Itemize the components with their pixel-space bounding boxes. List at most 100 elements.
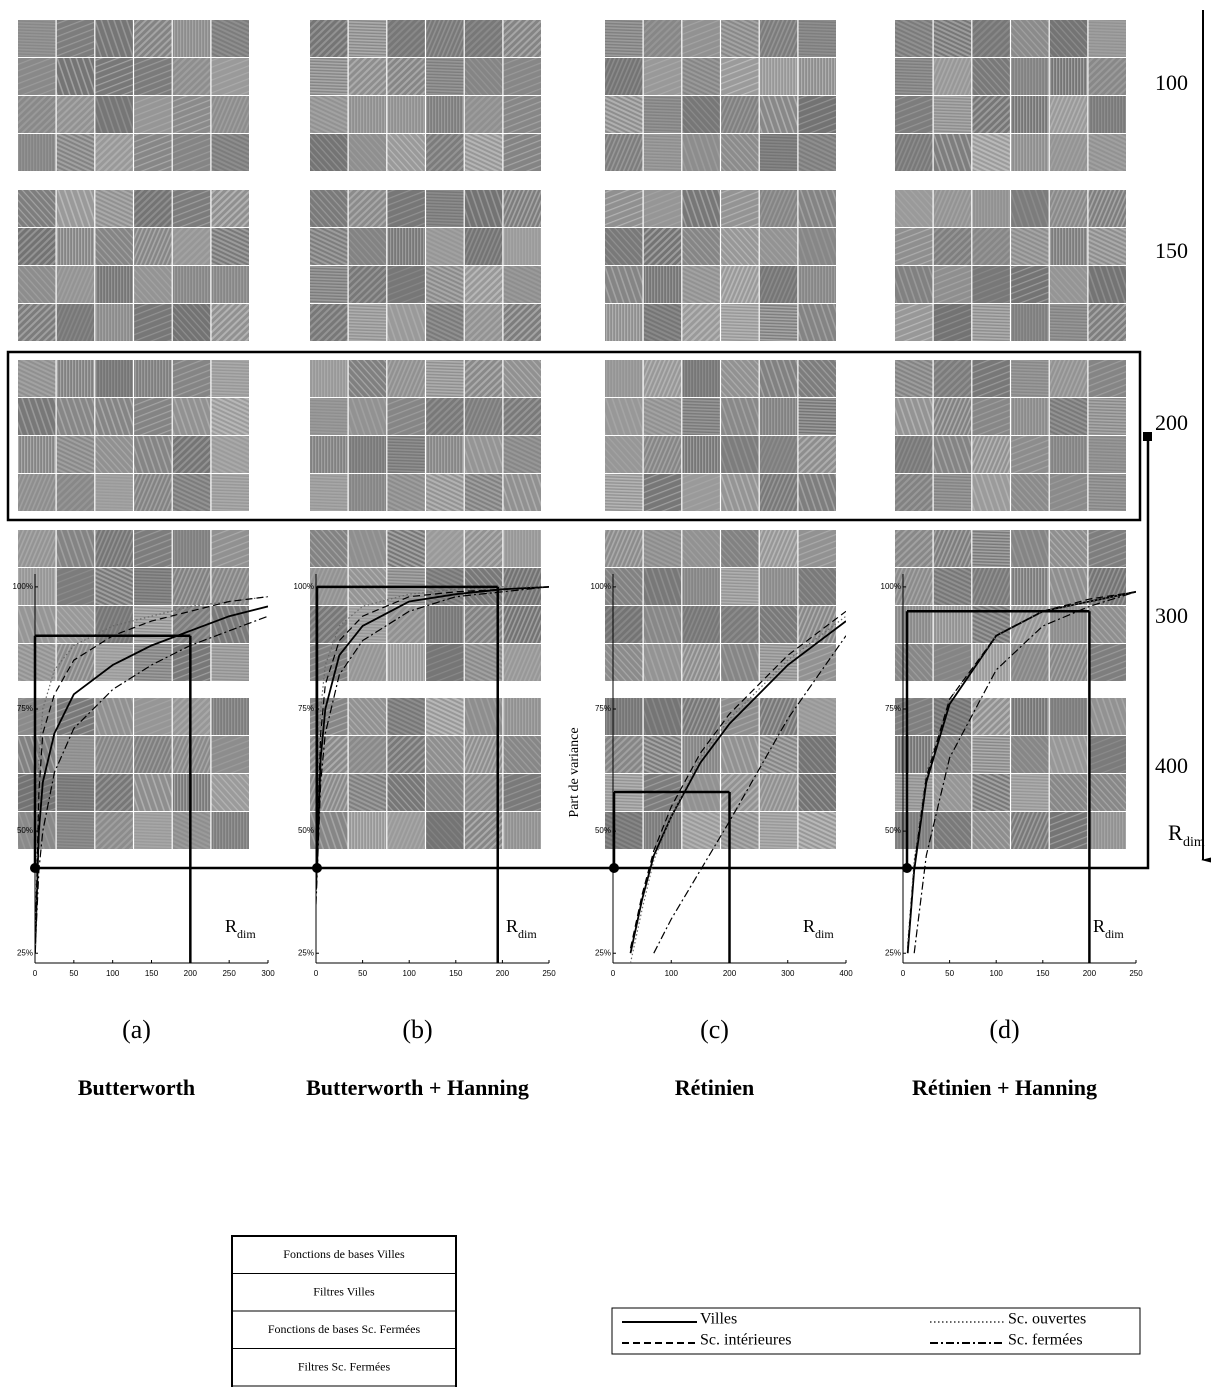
tile-texture bbox=[972, 96, 1010, 133]
tile-texture bbox=[1011, 134, 1049, 171]
rdim-tick: 300 bbox=[1155, 603, 1188, 628]
y-axis-label: Part de variance bbox=[567, 727, 582, 817]
tile-texture bbox=[348, 812, 387, 849]
x-tick-label: 250 bbox=[222, 969, 236, 978]
tile-texture bbox=[503, 134, 541, 171]
x-tick-label: 0 bbox=[611, 969, 616, 978]
tile-texture bbox=[972, 436, 1010, 473]
tile-texture bbox=[464, 736, 503, 773]
tile-texture bbox=[643, 20, 682, 57]
y-tick-label: 50% bbox=[298, 826, 314, 835]
tile-texture bbox=[643, 398, 682, 435]
tile-texture bbox=[643, 304, 682, 341]
tile-texture bbox=[387, 20, 425, 57]
table-cell: Filtres Villes bbox=[313, 1284, 375, 1298]
legend-table: Fonctions de bases Villes Filtres Villes F… bbox=[231, 1235, 457, 1387]
tile-texture bbox=[643, 96, 682, 133]
tile-texture bbox=[348, 58, 387, 95]
tile-texture bbox=[464, 606, 503, 643]
tile-texture bbox=[682, 812, 720, 849]
tile-texture bbox=[310, 474, 348, 511]
tile-texture bbox=[464, 398, 503, 435]
tile-texture bbox=[1088, 698, 1126, 735]
tile-texture bbox=[503, 266, 541, 303]
tile-texture bbox=[95, 644, 133, 681]
tile-texture bbox=[18, 698, 56, 735]
tile-texture bbox=[605, 606, 643, 643]
tile-texture bbox=[933, 644, 972, 681]
tile-texture bbox=[426, 530, 464, 567]
tile-texture bbox=[348, 20, 387, 57]
tile-texture bbox=[933, 134, 972, 171]
tile-texture bbox=[95, 266, 133, 303]
rdim-annotation: R bbox=[506, 916, 518, 936]
tile-texture bbox=[503, 228, 541, 265]
series-line bbox=[316, 586, 549, 905]
tile-texture bbox=[426, 134, 464, 171]
y-tick-label: 25% bbox=[595, 948, 611, 957]
tile-texture bbox=[18, 436, 56, 473]
tile-texture bbox=[798, 20, 836, 57]
tile-texture bbox=[1049, 568, 1088, 605]
tile-texture bbox=[933, 190, 972, 227]
y-tick-label: 100% bbox=[591, 582, 611, 591]
tile-texture bbox=[933, 20, 972, 57]
filter-grids bbox=[18, 20, 1126, 849]
tile-texture bbox=[895, 360, 933, 397]
series-line bbox=[913, 591, 1136, 954]
tile-texture bbox=[721, 134, 759, 171]
tile-texture bbox=[1011, 96, 1049, 133]
tile-texture bbox=[721, 228, 759, 265]
tile-texture bbox=[1088, 58, 1126, 95]
y-tick-label: 75% bbox=[595, 704, 611, 713]
tile-texture bbox=[387, 190, 425, 227]
tile-texture bbox=[211, 606, 249, 643]
tile-texture bbox=[605, 568, 643, 605]
tile-texture bbox=[134, 58, 172, 95]
tile-texture bbox=[1088, 736, 1126, 773]
tile-texture bbox=[721, 736, 759, 773]
tile-texture bbox=[211, 474, 249, 511]
tile-texture bbox=[721, 398, 759, 435]
tile-texture bbox=[1049, 20, 1088, 57]
tile-texture bbox=[933, 304, 972, 341]
tile-texture bbox=[503, 606, 541, 643]
tile-texture bbox=[798, 644, 836, 681]
legend-label: Sc. intérieures bbox=[700, 1332, 792, 1349]
legend-label: Sc. fermées bbox=[1008, 1332, 1083, 1349]
tile-texture bbox=[759, 228, 798, 265]
tile-texture bbox=[933, 530, 972, 567]
tile-texture bbox=[503, 774, 541, 811]
tile-texture bbox=[682, 228, 720, 265]
tile-texture bbox=[134, 568, 172, 605]
x-tick-label: 50 bbox=[358, 969, 367, 978]
series-line bbox=[629, 620, 846, 954]
tile-texture bbox=[1088, 304, 1126, 341]
tile-texture bbox=[759, 190, 798, 227]
tile-texture bbox=[503, 530, 541, 567]
tile-texture bbox=[134, 190, 172, 227]
tile-texture bbox=[18, 812, 56, 849]
tile-texture bbox=[211, 58, 249, 95]
tile-texture bbox=[134, 360, 172, 397]
tile-texture bbox=[605, 530, 643, 567]
tile-texture bbox=[1049, 812, 1088, 849]
series-line bbox=[907, 591, 1136, 949]
tile-texture bbox=[387, 304, 425, 341]
rdim-annotation-sub: dim bbox=[237, 927, 256, 941]
tile-texture bbox=[933, 436, 972, 473]
tile-texture bbox=[172, 58, 211, 95]
tile-texture bbox=[348, 266, 387, 303]
tile-texture bbox=[1088, 96, 1126, 133]
tile-texture bbox=[348, 96, 387, 133]
tile-texture bbox=[605, 20, 643, 57]
tile-texture bbox=[682, 736, 720, 773]
tile-texture bbox=[172, 530, 211, 567]
tile-texture bbox=[759, 774, 798, 811]
series-line bbox=[316, 586, 549, 890]
tile-texture bbox=[134, 436, 172, 473]
tile-texture bbox=[1088, 360, 1126, 397]
tile-texture bbox=[503, 698, 541, 735]
tile-texture bbox=[1011, 398, 1049, 435]
table-cell: Fonctions de bases Sc. Fermées bbox=[268, 1322, 421, 1336]
